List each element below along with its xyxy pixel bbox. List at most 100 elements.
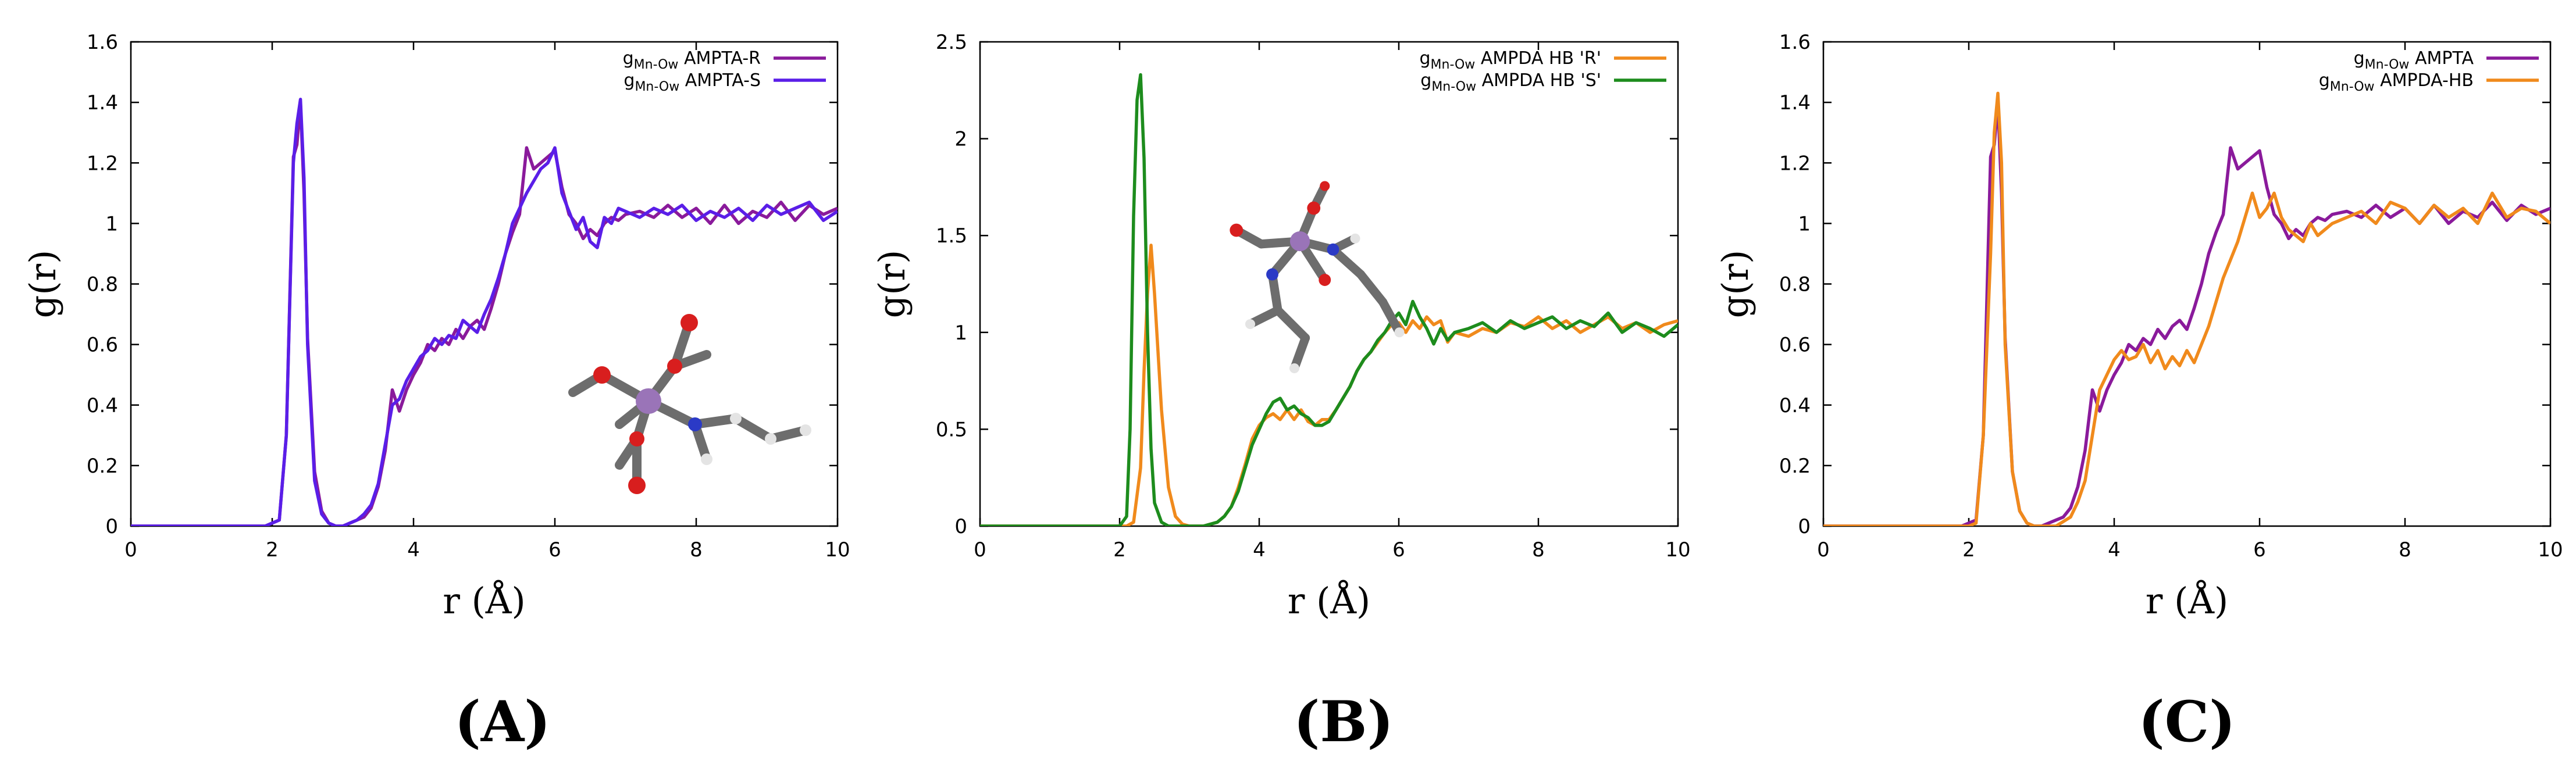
series-line-ampda-hb-s- <box>980 73 1678 526</box>
x-tick-label: 8 <box>690 538 703 562</box>
molecule-atom <box>730 413 742 424</box>
x-axis-label: r (Å) <box>443 580 526 622</box>
plot-frame <box>979 41 1679 527</box>
molecule-bond <box>1356 270 1388 307</box>
x-tick-label: 2 <box>266 538 279 562</box>
y-tick-label: 1.2 <box>1779 152 1811 175</box>
y-tick-label: 2.5 <box>936 31 967 54</box>
y-tick-label: 0.8 <box>1779 273 1811 296</box>
molecule-atom <box>688 417 702 431</box>
y-tick-label: 0 <box>105 515 118 538</box>
molecule-bond <box>1328 245 1366 279</box>
molecule-atom <box>1307 201 1321 215</box>
x-axis-label: r (Å) <box>2146 580 2229 622</box>
y-tick-label: 1.6 <box>87 31 118 54</box>
y-axis-label: g(r) <box>22 250 64 319</box>
x-axis-label: r (Å) <box>1288 580 1371 622</box>
molecule-atom <box>667 359 682 374</box>
x-tick-label: 8 <box>2399 538 2411 562</box>
y-axis-label: g(r) <box>1714 250 1756 319</box>
x-tick-label: 4 <box>2108 538 2121 562</box>
panel-label-b: (B) <box>1294 689 1394 755</box>
plot-frame <box>1822 41 2552 527</box>
series-line-ampta-s <box>131 98 838 526</box>
molecule-bond <box>1289 333 1310 373</box>
molecule-bond <box>731 414 775 444</box>
x-tick-label: 0 <box>124 538 137 562</box>
molecule-atom <box>800 424 811 436</box>
molecule-atom <box>1350 233 1360 244</box>
y-tick-label: 1.4 <box>1779 91 1811 115</box>
molecule-inset <box>1230 181 1405 374</box>
molecule-atom <box>1327 243 1339 256</box>
y-tick-label: 1 <box>105 212 118 235</box>
molecule-atom <box>701 453 712 465</box>
molecule-atom <box>1289 231 1310 252</box>
molecule-atom <box>1319 274 1331 286</box>
legend-label: gMn-Ow AMPTA <box>2354 48 2474 72</box>
x-tick-label: 4 <box>1253 538 1266 562</box>
x-tick-label: 10 <box>825 538 850 562</box>
x-tick-label: 0 <box>974 538 986 562</box>
x-tick-label: 8 <box>1532 538 1545 562</box>
molecule-atom <box>1230 223 1244 237</box>
y-tick-label: 0.4 <box>87 394 118 417</box>
y-tick-label: 0.2 <box>1779 455 1811 478</box>
legend-label: gMn-Ow AMPDA HB 'S' <box>1420 70 1601 94</box>
molecule-atom <box>629 431 644 446</box>
x-tick-label: 4 <box>407 538 420 562</box>
legend-label: gMn-Ow AMPTA-S <box>623 70 761 94</box>
molecule-atom <box>636 388 661 414</box>
x-tick-label: 10 <box>1665 538 1690 562</box>
molecule-atom <box>1266 268 1278 281</box>
molecule-atom <box>628 477 646 494</box>
series-line-ampda-hb <box>1823 91 2550 526</box>
y-tick-label: 1.2 <box>87 152 118 175</box>
molecule-atom <box>1245 319 1256 330</box>
series-line-ampda-hb-r- <box>980 244 1678 526</box>
x-tick-label: 2 <box>1962 538 1975 562</box>
molecule-bond <box>1245 306 1282 329</box>
molecule-atom <box>680 314 698 331</box>
y-axis-label: g(r) <box>871 250 913 319</box>
x-tick-label: 6 <box>1392 538 1405 562</box>
y-tick-label: 0.2 <box>87 455 118 478</box>
panel-label-a: (A) <box>454 689 551 755</box>
legend-label: gMn-Ow AMPDA-HB <box>2319 70 2474 94</box>
chart-panel-0: 0 2 4 6 8 10 0 0.2 0.4 0.6 0.8 1 1.2 1.4 1.6 r (Å) g(r) g… <box>22 31 850 622</box>
molecule-bond <box>766 426 810 444</box>
molecule-bond <box>1378 297 1404 337</box>
y-tick-label: 0.6 <box>87 334 118 357</box>
y-tick-label: 0 <box>954 515 967 538</box>
y-tick-label: 0 <box>1798 515 1811 538</box>
y-tick-label: 1.6 <box>1779 31 1811 54</box>
legend-label: gMn-Ow AMPTA-R <box>623 48 761 72</box>
chart-panel-2: 0 2 4 6 8 10 0 0.2 0.4 0.6 0.8 1 1.2 1.4 1.6 r (Å) g(r) g… <box>1714 31 2563 622</box>
series-line-ampta <box>1823 101 2550 526</box>
y-tick-label: 2 <box>954 128 967 151</box>
x-tick-label: 10 <box>2538 538 2563 562</box>
y-tick-label: 0.5 <box>936 418 967 441</box>
molecule-atom <box>1394 327 1405 338</box>
plot-frame <box>130 41 839 527</box>
x-tick-label: 2 <box>1113 538 1126 562</box>
molecule-atom <box>765 433 776 445</box>
molecule-bond <box>1273 306 1310 342</box>
y-tick-label: 1 <box>954 321 967 345</box>
x-tick-label: 6 <box>2253 538 2266 562</box>
molecule-atom <box>1320 181 1330 191</box>
y-tick-label: 0.4 <box>1779 394 1811 417</box>
molecule-inset <box>568 314 811 494</box>
y-tick-label: 0.8 <box>87 273 118 296</box>
x-tick-label: 0 <box>1817 538 1830 562</box>
x-tick-label: 6 <box>548 538 561 562</box>
molecule-atom <box>1289 363 1300 374</box>
y-tick-label: 1 <box>1798 212 1811 235</box>
y-tick-label: 1.5 <box>936 224 967 248</box>
molecule-atom <box>593 366 611 384</box>
chart-panel-1: 0 2 4 6 8 10 0 0.5 1 1.5 2 2.5 r (Å) g(r) gMn-Ow AMPDA… <box>871 31 1691 622</box>
y-tick-label: 0.6 <box>1779 334 1811 357</box>
legend-label: gMn-Ow AMPDA HB 'R' <box>1419 48 1601 72</box>
panel-label-c: (C) <box>2138 689 2236 755</box>
